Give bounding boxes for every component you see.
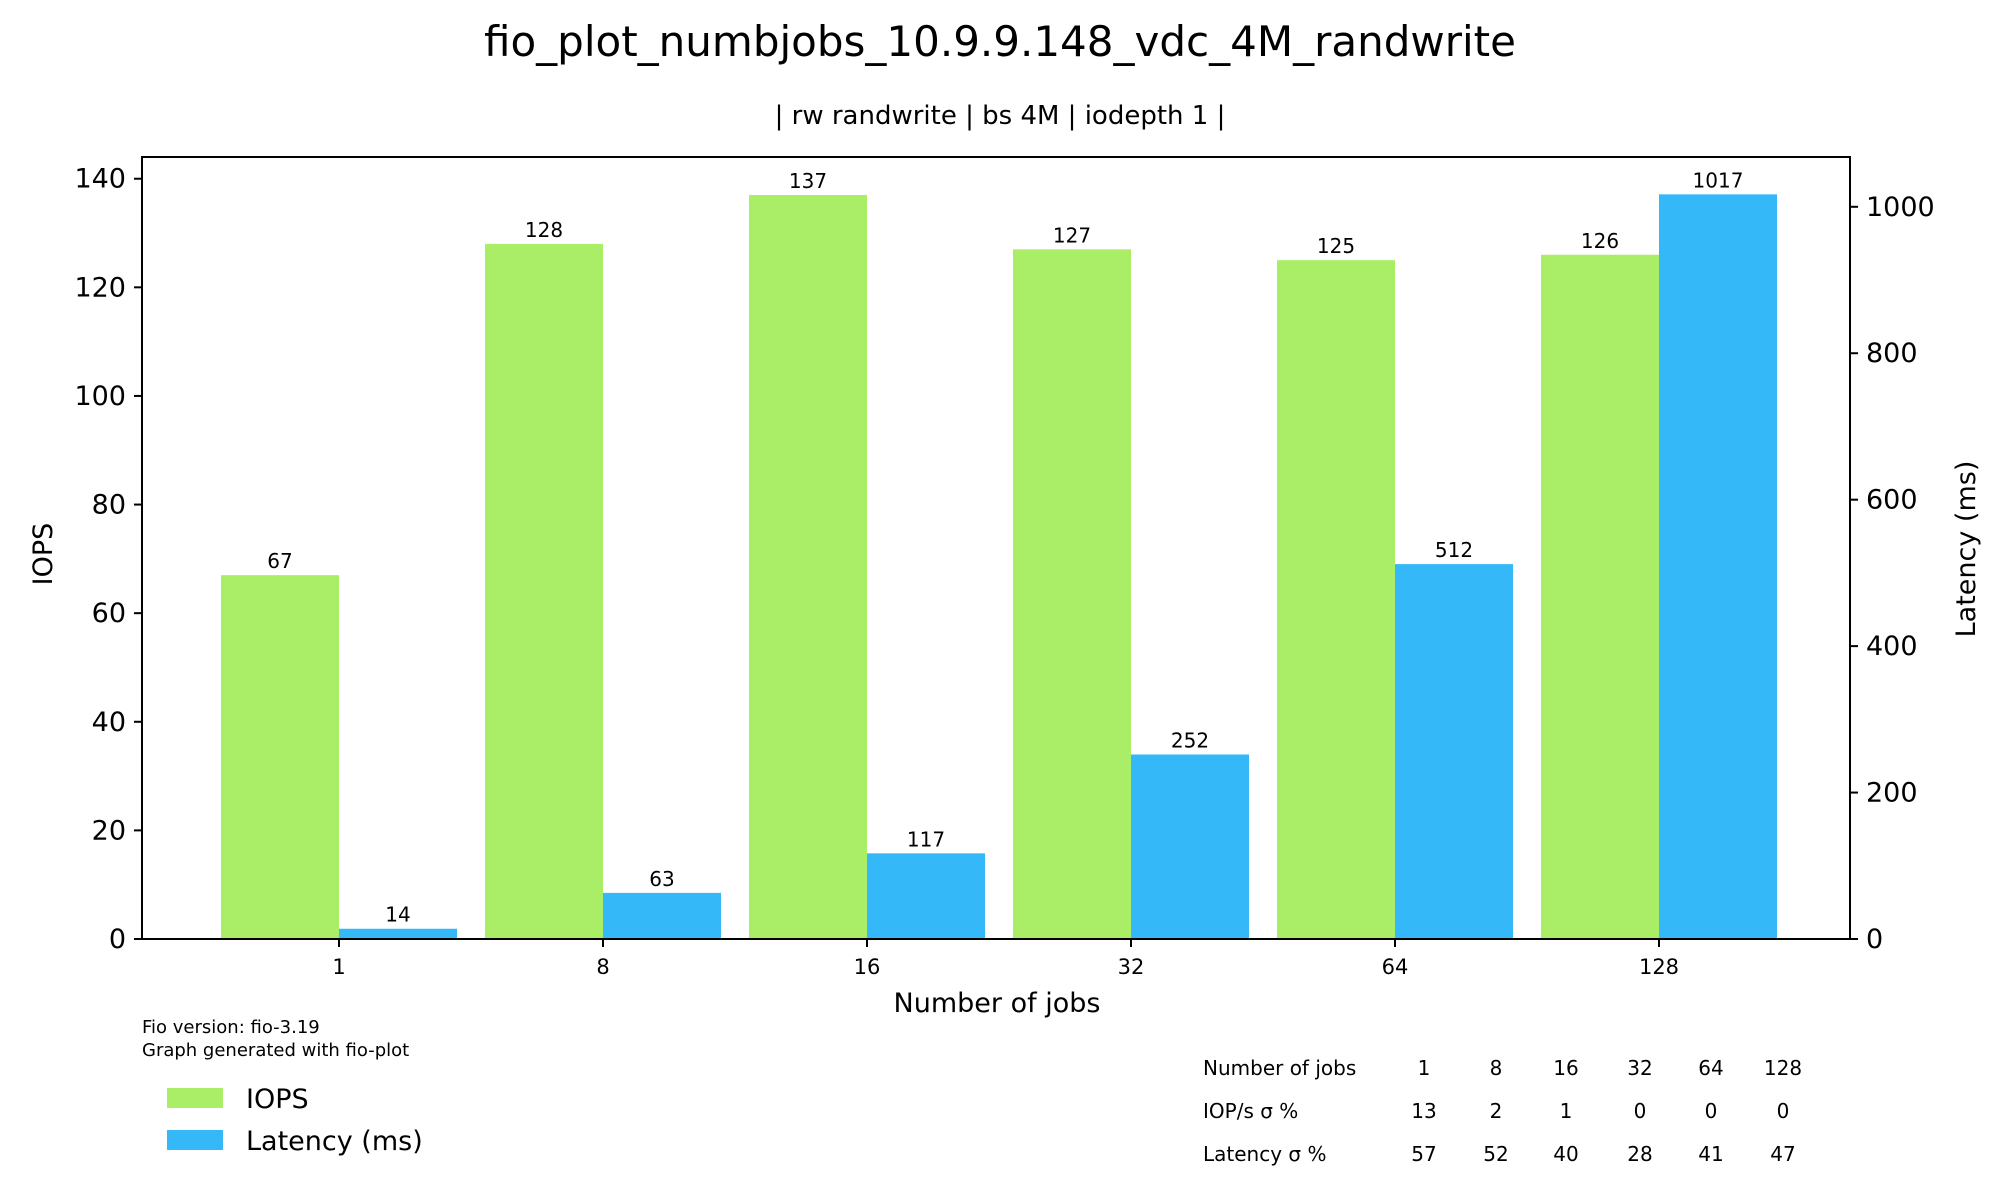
data-label-iops-1: 67: [267, 549, 292, 573]
x-axis-label: Number of jobs: [894, 988, 1101, 1019]
x-tick-label-8: 8: [596, 955, 609, 979]
bar-latency-16: [867, 853, 985, 939]
x-tick-label-1: 1: [332, 955, 345, 979]
y2-tick-label-200: 200: [1866, 778, 1918, 809]
data-label-iops-32: 127: [1053, 223, 1091, 247]
table-cell: 57: [1411, 1142, 1436, 1166]
y-tick-label-140: 140: [74, 164, 126, 195]
bar-iops-16: [749, 195, 867, 939]
bar-latency-64: [1395, 564, 1513, 939]
legend: IOPS Latency (ms): [167, 1084, 423, 1157]
fio-plot-note: Graph generated with fio-plot: [142, 1040, 409, 1061]
bar-iops-128: [1541, 254, 1659, 939]
table-cell: 8: [1490, 1056, 1503, 1080]
y2-tick-label-800: 800: [1866, 338, 1918, 369]
data-label-iops-16: 137: [789, 169, 827, 193]
table-cell: 2: [1490, 1099, 1503, 1123]
bar-iops-8: [485, 243, 603, 939]
x-tick-label-32: 32: [1118, 955, 1145, 979]
y-tick-label-20: 20: [92, 815, 126, 846]
table-cell: 41: [1698, 1142, 1723, 1166]
table-cell: 28: [1627, 1142, 1652, 1166]
fio-version-note: Fio version: fio-3.19: [142, 1017, 320, 1038]
bar-latency-8: [603, 892, 721, 939]
bar-iops-1: [221, 575, 339, 939]
data-label-latency-1: 14: [385, 903, 410, 927]
data-label-iops-8: 128: [525, 218, 563, 242]
legend-swatch-latency: [167, 1130, 223, 1150]
chart-title: fio_plot_numbjobs_10.9.9.148_vdc_4M_rand…: [484, 17, 1516, 66]
bar-iops-64: [1277, 260, 1395, 939]
bar-latency-32: [1131, 754, 1249, 939]
table-cell: 13: [1411, 1099, 1436, 1123]
stats-table: Number of jobs 1 8 16 32 64 128 IOP/s σ % 13 2 1 0 0…: [1203, 1056, 1802, 1166]
data-label-latency-8: 63: [649, 867, 674, 891]
table-row-label: IOP/s σ %: [1203, 1099, 1298, 1123]
data-label-latency-32: 252: [1171, 728, 1209, 752]
table-cell: 52: [1483, 1142, 1508, 1166]
y2-tick-label-400: 400: [1866, 631, 1918, 662]
table-row-label: Number of jobs: [1203, 1056, 1356, 1080]
bar-iops-32: [1013, 249, 1131, 939]
y-tick-label-100: 100: [74, 381, 126, 412]
legend-label-latency: Latency (ms): [246, 1126, 423, 1157]
table-cell: 1: [1418, 1056, 1431, 1080]
y-tick-label-60: 60: [92, 598, 126, 629]
y2-tick-label-0: 0: [1866, 924, 1883, 955]
y-tick-label-120: 120: [74, 272, 126, 303]
y2-tick-label-1000: 1000: [1866, 192, 1935, 223]
data-label-latency-16: 117: [907, 827, 945, 851]
table-cell: 0: [1634, 1099, 1647, 1123]
data-label-latency-128: 1017: [1693, 168, 1744, 192]
table-cell: 47: [1770, 1142, 1795, 1166]
table-row-label: Latency σ %: [1203, 1142, 1326, 1166]
table-cell: 16: [1553, 1056, 1578, 1080]
table-cell: 32: [1627, 1056, 1652, 1080]
table-cell: 0: [1777, 1099, 1790, 1123]
plot-frame: [141, 156, 1851, 940]
legend-label-iops: IOPS: [246, 1084, 309, 1115]
data-label-iops-64: 125: [1317, 234, 1355, 258]
y-tick-label-0: 0: [109, 924, 126, 955]
chart-subtitle: | rw randwrite | bs 4M | iodepth 1 |: [775, 101, 1226, 131]
data-labels-group: 67 14 128 63 137 117 127 252 125 512 126 1017: [267, 168, 1743, 926]
y-tick-label-40: 40: [92, 707, 126, 738]
table-cell: 0: [1705, 1099, 1718, 1123]
x-tick-label-128: 128: [1639, 955, 1679, 979]
y2-tick-label-600: 600: [1866, 485, 1918, 516]
data-label-latency-64: 512: [1435, 538, 1473, 562]
bar-latency-128: [1659, 194, 1777, 939]
bars-group: [221, 194, 1777, 939]
x-tick-label-64: 64: [1382, 955, 1409, 979]
y-axis-label: IOPS: [28, 523, 59, 586]
data-label-iops-128: 126: [1581, 229, 1619, 253]
y-axis-left: 0 20 40 60 80 100 120 140: [74, 164, 142, 955]
legend-swatch-iops: [167, 1088, 223, 1108]
x-tick-label-16: 16: [854, 955, 881, 979]
y2-axis-label: Latency (ms): [1951, 461, 1982, 638]
table-cell: 64: [1698, 1056, 1723, 1080]
x-axis: 1 8 16 32 64 128: [332, 939, 1679, 979]
y-tick-label-80: 80: [92, 490, 126, 521]
table-cell: 1: [1560, 1099, 1573, 1123]
bar-latency-1: [339, 928, 457, 939]
table-cell: 40: [1553, 1142, 1578, 1166]
y-axis-right: 0 200 400 600 800 1000: [1850, 192, 1935, 955]
table-cell: 128: [1764, 1056, 1802, 1080]
